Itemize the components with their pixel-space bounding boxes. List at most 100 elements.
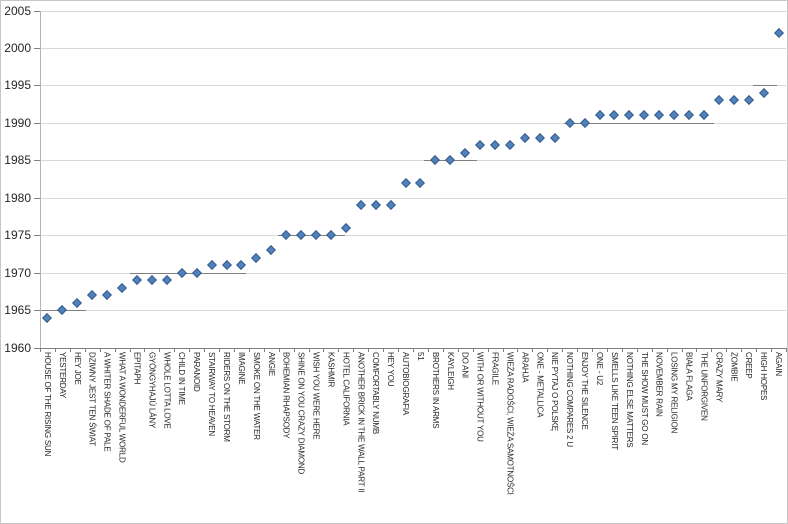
data-point-marker	[400, 177, 411, 188]
x-category-label: YESTERDAY	[57, 352, 67, 399]
y-axis-tick	[34, 272, 40, 274]
data-point-marker	[87, 290, 98, 301]
x-category-label: AUTOBIOGRAFIA	[401, 352, 411, 416]
x-category-label: HEY JOE	[72, 352, 82, 385]
x-axis-tick	[771, 347, 773, 352]
data-point-marker	[460, 147, 471, 158]
data-point-marker	[505, 140, 515, 151]
data-point-marker	[221, 260, 232, 271]
x-axis-tick	[54, 347, 56, 352]
data-point-marker	[281, 230, 292, 241]
y-axis-tick	[34, 85, 40, 87]
x-category-label: SHINE ON YOU CRAZY DIAMOND	[296, 352, 306, 475]
x-category-label: ONE - U2	[595, 352, 604, 386]
x-axis-tick	[472, 347, 474, 352]
x-axis-tick	[174, 347, 176, 352]
x-axis-tick	[696, 347, 698, 352]
gridline-dark-segment	[130, 272, 246, 274]
data-point-marker	[758, 87, 769, 98]
data-point-marker	[579, 117, 590, 128]
x-category-label: NOVEMBER RAIN	[654, 352, 664, 417]
x-category-label: KASHMIR	[326, 352, 336, 388]
x-axis-tick	[532, 347, 534, 352]
data-point-marker	[713, 95, 724, 106]
x-axis-tick	[233, 347, 235, 352]
data-point-marker	[102, 290, 113, 301]
x-category-label: THE UNFORGIVEN	[699, 352, 709, 421]
data-point-marker	[370, 200, 381, 211]
x-category-label: RIDERS ON THE STORM	[222, 352, 231, 442]
x-axis-tick	[383, 347, 385, 352]
x-category-label: HOTEL CALIFORNIA	[341, 352, 351, 426]
x-category-label: ANGIE	[266, 352, 276, 376]
data-point-marker	[355, 200, 366, 211]
data-point-marker	[161, 275, 172, 286]
data-point-marker	[669, 110, 680, 121]
data-point-marker	[549, 132, 560, 143]
data-point-marker	[385, 200, 396, 211]
y-axis-tick	[34, 47, 40, 49]
data-point-marker	[743, 95, 754, 106]
x-axis-tick	[159, 347, 161, 352]
y-axis-tick	[34, 197, 40, 199]
data-point-marker	[475, 140, 486, 151]
data-point-marker	[325, 230, 336, 241]
y-axis-tick	[34, 122, 40, 124]
major-gridline	[40, 122, 786, 124]
y-tick-label: 1995	[4, 78, 31, 93]
y-axis-tick	[34, 10, 40, 12]
x-category-label: CHILD IN TIME	[177, 352, 187, 405]
data-point-marker	[236, 260, 247, 271]
x-axis-tick	[248, 347, 250, 352]
x-axis-tick	[741, 347, 743, 352]
y-tick-label: 1985	[4, 153, 31, 168]
x-category-label: ONE - METALLICA	[535, 352, 545, 418]
x-axis-tick	[40, 347, 41, 352]
x-category-label: PARANOID	[192, 352, 202, 392]
x-category-label: WITH OR WITHOUT YOU	[475, 352, 485, 442]
x-axis-tick	[711, 347, 713, 352]
x-axis-tick	[547, 347, 549, 352]
x-category-label: THE SHOW MUST GO ON	[639, 352, 649, 445]
y-tick-label: 1980	[4, 190, 31, 205]
y-tick-label: 2000	[4, 40, 31, 55]
x-category-label: CRAZY MARY	[714, 352, 724, 403]
x-axis-tick	[786, 347, 787, 352]
y-axis-tick	[34, 347, 40, 349]
x-category-label: GYÖNGYHAJÚ LÁNY	[147, 352, 157, 429]
major-gridline	[40, 160, 786, 162]
x-axis-tick	[219, 347, 221, 352]
x-axis-tick	[69, 347, 71, 352]
y-tick-label: 1970	[4, 265, 31, 280]
x-category-label: A WHITER SHADE OF PALE	[102, 352, 112, 452]
x-axis-tick	[368, 347, 370, 352]
data-point-marker	[773, 28, 784, 38]
major-gridline	[40, 85, 786, 87]
x-category-label: SMELLS LIKE TEEN SPIRIT	[609, 352, 619, 450]
x-category-label: BIAŁA FLAGA	[684, 352, 694, 401]
x-axis-tick	[114, 347, 116, 352]
data-point-marker	[728, 95, 739, 106]
x-category-label: EPITAPH	[132, 352, 142, 385]
x-axis-tick	[308, 347, 310, 352]
data-point-marker	[654, 110, 665, 121]
data-point-marker	[445, 155, 456, 166]
data-point-marker	[296, 230, 307, 241]
x-axis-tick	[398, 347, 400, 352]
x-axis-tick	[562, 347, 564, 352]
x-axis-tick	[353, 347, 355, 352]
data-point-marker	[430, 155, 441, 166]
x-axis-tick	[427, 347, 429, 352]
x-category-label: HEY YOU	[386, 352, 396, 387]
x-axis-tick	[338, 347, 340, 352]
x-axis-tick	[457, 347, 459, 352]
major-gridline	[40, 310, 786, 312]
x-category-label: ARAHJA	[520, 352, 530, 383]
x-axis-tick	[621, 347, 623, 352]
y-axis-tick	[34, 235, 40, 237]
data-point-marker	[639, 110, 650, 121]
x-category-label: WIEŻA RADOŚCI, WIEŻA SAMOTNOŚCI	[505, 352, 515, 495]
data-point-marker	[684, 110, 694, 121]
x-category-label: COMFORTABLY NUMB	[371, 352, 381, 434]
